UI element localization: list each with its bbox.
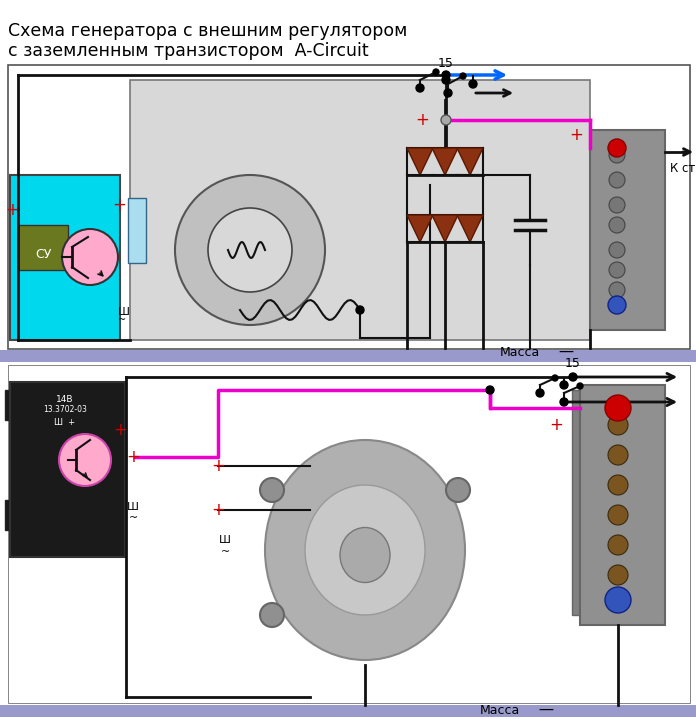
- Bar: [0, 705, 696, 717]
- Text: 15: 15: [438, 57, 454, 70]
- Text: СУ: СУ: [35, 249, 52, 262]
- Polygon shape: [407, 148, 433, 175]
- Polygon shape: [407, 215, 433, 242]
- Bar: [8, 65, 690, 349]
- Circle shape: [208, 208, 292, 292]
- Text: +: +: [211, 457, 225, 475]
- Polygon shape: [457, 215, 483, 242]
- Circle shape: [609, 282, 625, 298]
- Bar: [580, 385, 665, 625]
- Text: —: —: [534, 702, 554, 718]
- Text: К стартеру: К стартеру: [670, 162, 696, 175]
- Polygon shape: [457, 148, 483, 175]
- Circle shape: [577, 383, 583, 389]
- Circle shape: [608, 415, 628, 435]
- Text: Ш: Ш: [127, 502, 139, 512]
- Circle shape: [441, 115, 451, 125]
- Circle shape: [608, 505, 628, 525]
- Circle shape: [416, 84, 424, 92]
- Circle shape: [62, 229, 118, 285]
- Circle shape: [260, 603, 284, 627]
- Circle shape: [609, 217, 625, 233]
- Text: ~: ~: [221, 547, 230, 557]
- Circle shape: [442, 71, 450, 79]
- Bar: [130, 80, 590, 340]
- Circle shape: [569, 373, 577, 381]
- Circle shape: [356, 306, 364, 314]
- Circle shape: [469, 80, 477, 88]
- Circle shape: [442, 76, 450, 84]
- Text: ~: ~: [118, 315, 126, 325]
- Text: +: +: [211, 501, 225, 519]
- Circle shape: [444, 89, 452, 97]
- Bar: [18, 225, 68, 270]
- Bar: [5, 390, 17, 420]
- Text: ~: ~: [128, 513, 138, 523]
- Circle shape: [552, 375, 558, 381]
- Text: +: +: [126, 448, 140, 466]
- Bar: [0, 350, 696, 362]
- Circle shape: [536, 389, 544, 397]
- Bar: [10, 175, 120, 340]
- Bar: [128, 198, 146, 263]
- Circle shape: [609, 242, 625, 258]
- Circle shape: [608, 475, 628, 495]
- Bar: [572, 390, 584, 615]
- Text: +: +: [549, 416, 563, 434]
- Circle shape: [260, 478, 284, 502]
- Text: Масса: Масса: [480, 703, 520, 717]
- Circle shape: [608, 565, 628, 585]
- Text: +: +: [112, 196, 126, 214]
- Circle shape: [608, 296, 626, 314]
- Text: +: +: [113, 421, 127, 439]
- Bar: [8, 365, 690, 703]
- Circle shape: [608, 445, 628, 465]
- Circle shape: [605, 395, 631, 421]
- Polygon shape: [432, 215, 458, 242]
- Polygon shape: [432, 148, 458, 175]
- Text: 15: 15: [565, 357, 581, 370]
- Bar: [590, 130, 665, 330]
- Text: +: +: [5, 201, 19, 219]
- Ellipse shape: [265, 440, 465, 660]
- Text: Масса: Масса: [500, 346, 540, 359]
- Text: с заземленным транзистором  A-Circuit: с заземленным транзистором A-Circuit: [8, 42, 369, 60]
- Text: —: —: [554, 344, 574, 360]
- Text: Ш: Ш: [118, 307, 130, 317]
- Circle shape: [446, 478, 470, 502]
- Circle shape: [605, 587, 631, 613]
- Text: Схема генератора с внешним регулятором: Схема генератора с внешним регулятором: [8, 22, 407, 40]
- Ellipse shape: [305, 485, 425, 615]
- Text: Ш: Ш: [219, 535, 231, 545]
- Circle shape: [59, 434, 111, 486]
- Circle shape: [433, 69, 439, 75]
- Circle shape: [609, 172, 625, 188]
- Circle shape: [560, 398, 568, 406]
- Circle shape: [486, 386, 494, 394]
- Circle shape: [608, 139, 626, 157]
- Circle shape: [175, 175, 325, 325]
- Bar: [10, 382, 125, 557]
- Circle shape: [609, 147, 625, 163]
- Text: 14В: 14В: [56, 395, 74, 404]
- Text: +: +: [415, 111, 429, 129]
- Bar: [5, 500, 17, 530]
- Text: +: +: [569, 126, 583, 144]
- Text: 13.3702-03: 13.3702-03: [43, 405, 87, 414]
- Circle shape: [609, 197, 625, 213]
- Circle shape: [560, 381, 568, 389]
- Circle shape: [460, 73, 466, 79]
- Ellipse shape: [340, 528, 390, 582]
- Text: Ш  +: Ш +: [54, 418, 76, 427]
- Circle shape: [608, 535, 628, 555]
- Circle shape: [609, 262, 625, 278]
